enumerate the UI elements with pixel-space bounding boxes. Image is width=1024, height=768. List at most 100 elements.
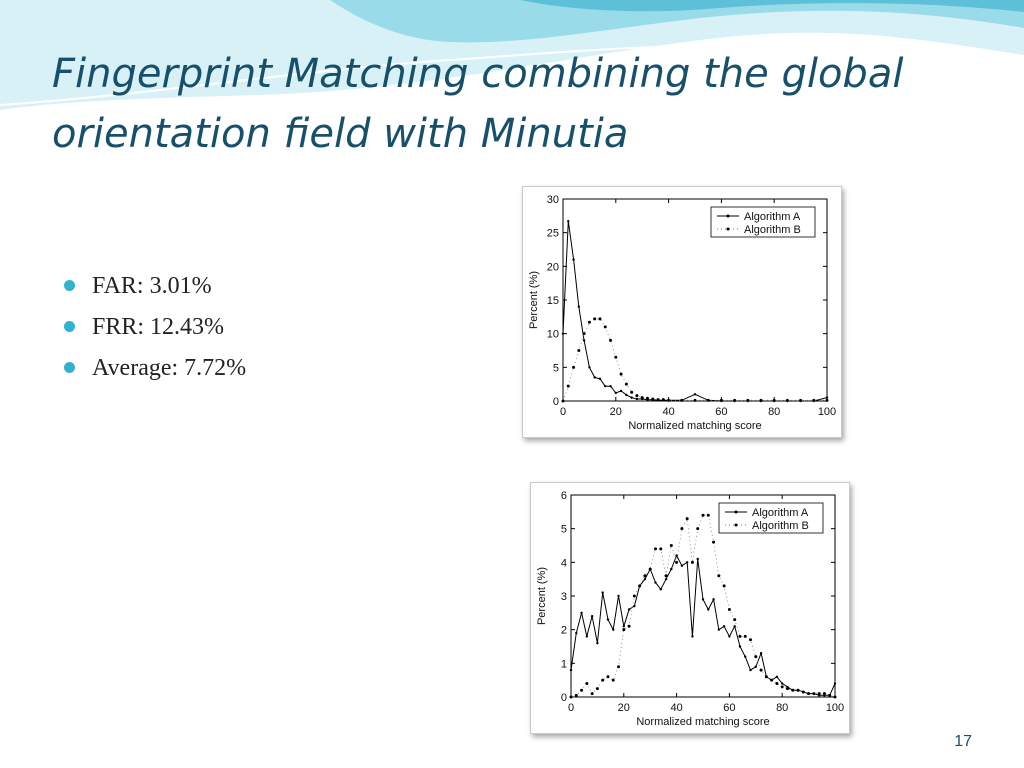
data-point [640, 396, 644, 400]
data-point [664, 577, 668, 581]
bullet-dot-icon [64, 321, 75, 332]
data-point [817, 692, 821, 696]
data-point [693, 393, 697, 396]
data-point [625, 393, 628, 397]
bullet-dot-icon [64, 280, 75, 291]
data-point [775, 675, 779, 678]
series-line-algorithm-b [570, 514, 836, 698]
x-tick-label: 100 [826, 702, 844, 714]
data-point [627, 608, 631, 611]
x-tick-label: 20 [610, 406, 622, 418]
data-point [598, 317, 602, 321]
data-point [680, 564, 684, 567]
data-point [693, 398, 697, 402]
legend-box [718, 502, 824, 534]
data-point [582, 339, 586, 342]
legend-box [710, 206, 816, 238]
data-point [632, 594, 636, 598]
bullet-frr: FRR: 12.43% [64, 309, 246, 350]
x-tick-label: 0 [560, 406, 566, 418]
y-tick-label: 10 [547, 329, 559, 341]
x-tick-label: 100 [818, 406, 836, 418]
data-point [719, 398, 723, 402]
data-point [617, 594, 620, 598]
data-point [611, 678, 615, 682]
data-point [785, 398, 789, 402]
data-point [587, 320, 591, 324]
data-point [569, 695, 573, 699]
wave-band-dark [520, 0, 1024, 12]
data-point [653, 547, 657, 551]
data-point [622, 628, 626, 632]
data-point [764, 675, 768, 679]
data-point [596, 641, 599, 645]
data-point [749, 638, 753, 642]
data-point [722, 584, 726, 588]
data-point [833, 682, 837, 685]
data-point [582, 332, 586, 336]
data-point [567, 220, 570, 223]
y-tick-label: 5 [561, 524, 567, 536]
y-tick-label: 0 [553, 396, 559, 408]
data-point [791, 688, 795, 692]
data-point [706, 513, 710, 517]
data-point [727, 607, 731, 611]
data-point [754, 665, 757, 668]
data-point [670, 567, 673, 571]
data-point [775, 682, 779, 686]
page-number: 17 [954, 733, 972, 750]
data-point [617, 665, 621, 669]
y-tick-label: 20 [547, 261, 559, 273]
y-tick-label: 1 [561, 658, 567, 670]
x-tick-label: 60 [715, 406, 727, 418]
data-point [744, 655, 747, 658]
header-wave-decoration [0, 0, 1024, 110]
data-point [661, 398, 665, 402]
data-point [785, 687, 789, 691]
legend-marker [726, 227, 730, 231]
data-point [822, 692, 826, 696]
data-point [770, 678, 774, 682]
data-point [654, 581, 657, 584]
legend-label: Algorithm B [752, 520, 809, 532]
data-point [712, 598, 715, 601]
x-tick-label: 0 [568, 702, 574, 714]
data-point [759, 668, 763, 672]
data-point [733, 398, 737, 402]
wave-line [0, 45, 1024, 106]
series-line-algorithm-b [562, 318, 827, 402]
data-point [612, 628, 615, 631]
data-point [717, 574, 721, 578]
wave-band-mid [330, 0, 1024, 43]
data-point [807, 692, 811, 696]
data-point [675, 554, 678, 557]
y-axis-label: Percent (%) [536, 567, 548, 625]
data-point [759, 398, 763, 402]
data-point [772, 398, 776, 402]
data-point [627, 624, 631, 628]
data-point [738, 645, 742, 648]
data-point [593, 376, 596, 379]
data-point [590, 615, 594, 618]
data-point [675, 560, 679, 564]
y-axis-label: Percent (%) [528, 271, 540, 329]
slide-title: Fingerprint Matching combining the globa… [52, 51, 904, 157]
data-point [712, 540, 716, 544]
y-tick-label: 3 [561, 591, 567, 603]
data-point [728, 635, 731, 638]
bullet-dot-icon [64, 362, 75, 373]
data-point [585, 635, 589, 638]
bullet-text: Average: 7.72% [92, 355, 247, 381]
data-point [656, 398, 660, 402]
y-tick-label: 25 [547, 228, 559, 240]
data-point [580, 688, 584, 692]
y-tick-label: 5 [553, 362, 559, 374]
data-point [759, 652, 763, 655]
data-point [619, 389, 623, 393]
y-tick-label: 30 [547, 194, 559, 206]
data-point [572, 258, 575, 261]
data-point [669, 544, 673, 547]
x-tick-label: 80 [768, 406, 780, 418]
chart-svg: 0 20 40 60 80 100 0 1 2 3 4 5 6 Normalized matching s… [536, 490, 844, 728]
data-point [630, 396, 633, 399]
